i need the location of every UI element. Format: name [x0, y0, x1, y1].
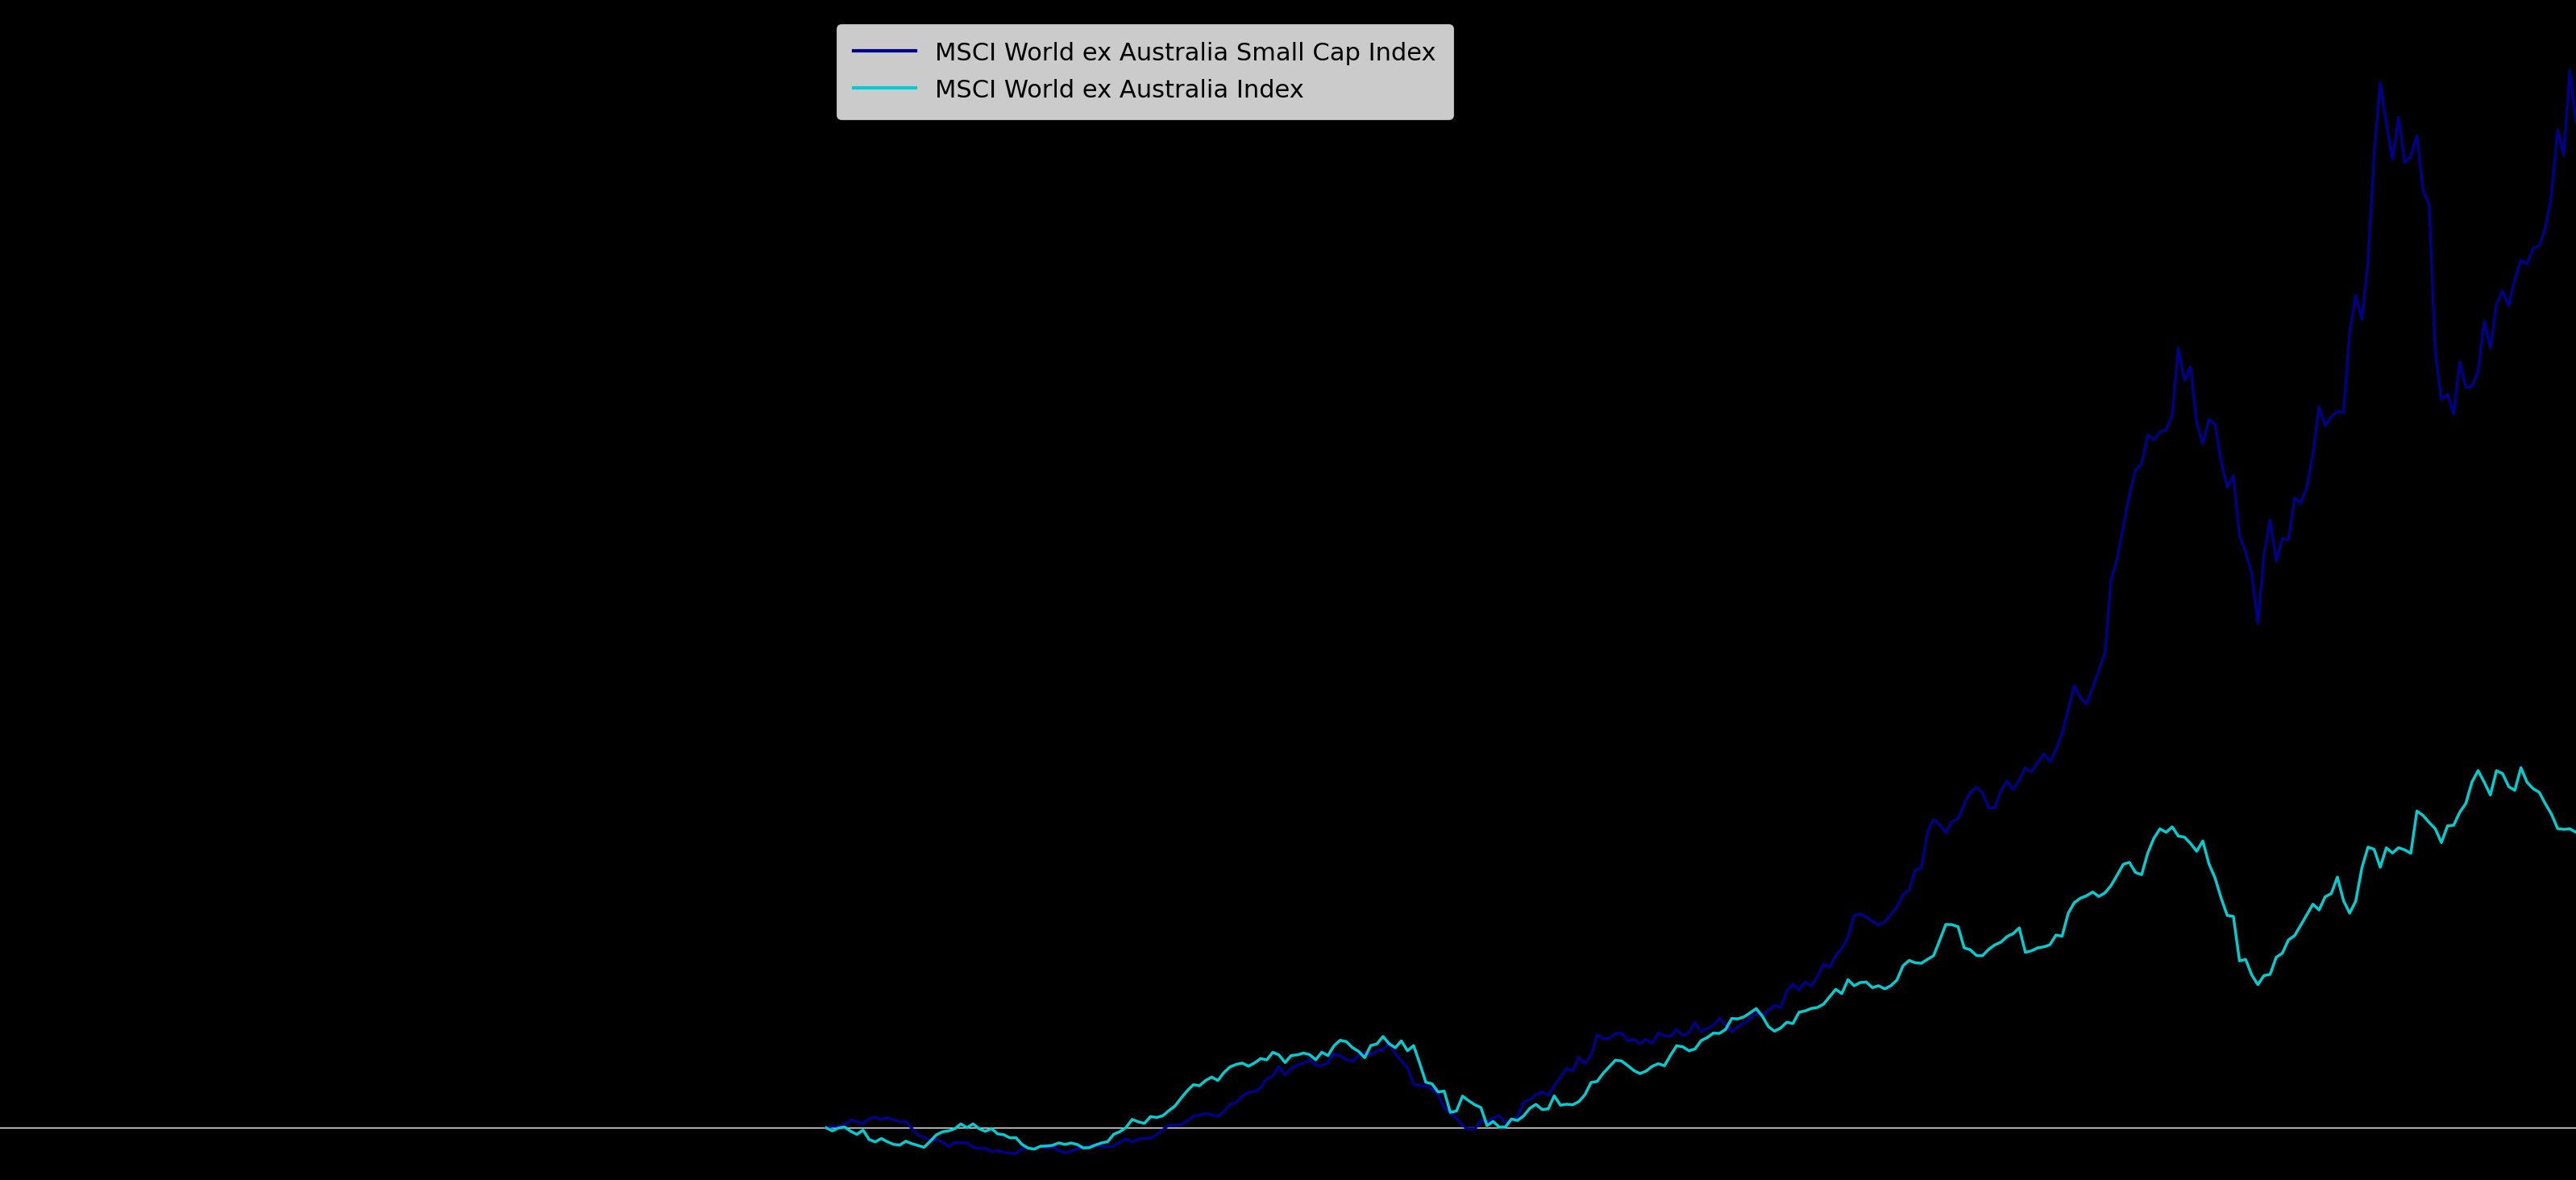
Legend: MSCI World ex Australia Small Cap Index, MSCI World ex Australia Index: MSCI World ex Australia Small Cap Index,…	[837, 24, 1453, 119]
